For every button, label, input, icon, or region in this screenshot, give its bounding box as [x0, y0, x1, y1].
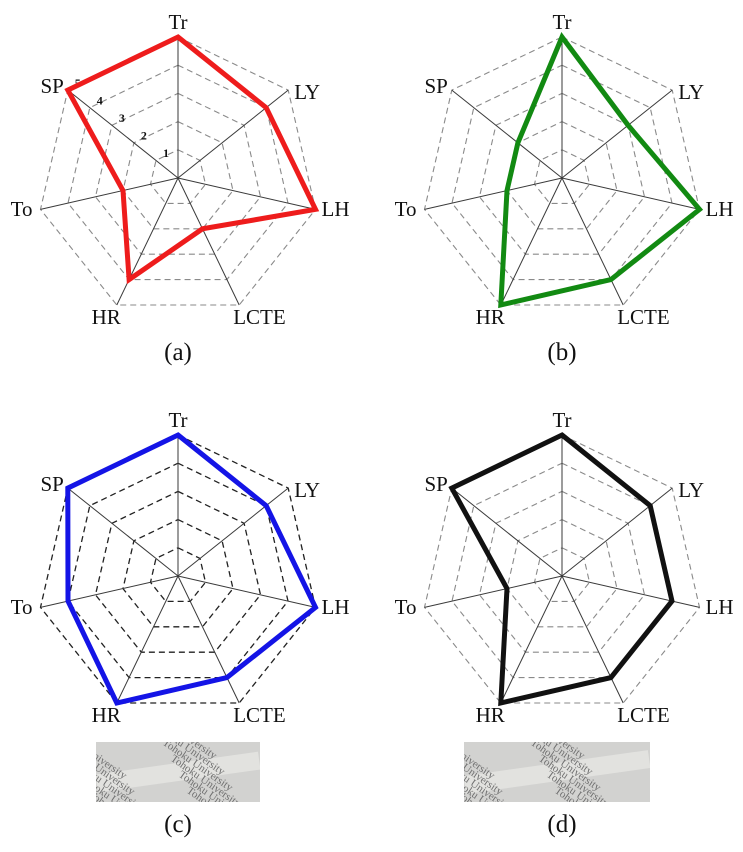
axis-spoke [561, 487, 673, 577]
axis-label-hr: HR [476, 305, 505, 329]
tick-label: 1 [163, 146, 169, 160]
axis-label-to: To [395, 595, 417, 619]
axis-label-lcte: LCTE [233, 703, 286, 727]
axis-spoke [177, 575, 316, 608]
grid-ring [533, 547, 591, 602]
grid-ring [149, 149, 207, 204]
axis-label-sp: SP [424, 74, 447, 98]
axis-label-lh: LH [706, 197, 734, 221]
axis-label-lcte: LCTE [617, 305, 670, 329]
panel-caption: (a) [164, 339, 192, 366]
axis-label-ly: LY [678, 478, 704, 502]
grid-ring [149, 547, 207, 603]
tick-label: 2 [141, 129, 147, 143]
axis-label-hr: HR [476, 703, 505, 727]
axis-spoke [177, 177, 316, 210]
axis-spoke [561, 177, 700, 210]
radar-panel: Tr LY LH LCTE HR To SP (b) [395, 10, 734, 366]
series-line [448, 432, 675, 707]
axis-spoke [40, 575, 179, 608]
axis-label-tr: Tr [168, 408, 187, 432]
axis-label-hr: HR [92, 703, 121, 727]
grid-ring [451, 64, 673, 281]
grid-ring [478, 490, 646, 653]
radar-panel: Tr LY LH LCTE HR To SP Tohoku University Tohoku … [11, 408, 350, 852]
axis-spoke [177, 89, 289, 179]
axis-spoke [67, 89, 179, 179]
photo-text: Tohoku University [462, 805, 537, 852]
axis-spoke [424, 575, 563, 608]
radar-panel: Tr LY LH LCTE HR To SP Tohoku University Tohoku … [395, 408, 734, 852]
series-line [64, 34, 320, 285]
axis-label-ly: LY [678, 80, 704, 104]
axis-label-lcte: LCTE [233, 305, 286, 329]
photo-sheen [464, 750, 650, 794]
grid-ring [533, 149, 591, 204]
axis-label-tr: Tr [168, 10, 187, 34]
axis-label-to: To [395, 197, 417, 221]
grid-ring [94, 92, 262, 255]
grid-ring [506, 518, 618, 628]
axis-label-hr: HR [92, 305, 121, 329]
axis-label-ly: LY [294, 478, 320, 502]
axis-spoke [116, 575, 179, 704]
axis-spoke [561, 177, 624, 306]
axis-label-to: To [11, 595, 33, 619]
axis-spoke [561, 575, 624, 704]
axis-spoke [451, 89, 563, 179]
axis-spoke [500, 575, 563, 704]
grid-ring [122, 120, 234, 230]
axis-label-sp: SP [40, 472, 63, 496]
panel-caption: (c) [164, 811, 192, 838]
tick-label: 3 [119, 111, 125, 125]
axis-label-tr: Tr [552, 408, 571, 432]
axis-label-tr: Tr [552, 10, 571, 34]
axis-label-to: To [11, 197, 33, 221]
axis-label-sp: SP [40, 74, 63, 98]
photo-sheen [96, 751, 260, 793]
photo-text: Tohoku University [94, 805, 169, 852]
axis-spoke [177, 575, 240, 704]
grid-ring [39, 36, 317, 306]
panel-caption: (d) [547, 811, 576, 838]
axis-spoke [40, 177, 179, 210]
axis-spoke [561, 89, 673, 179]
axis-label-ly: LY [294, 80, 320, 104]
axis-spoke [451, 487, 563, 577]
sample-photo: Tohoku University Tohoku UniversityTohoku… [94, 742, 260, 852]
axis-spoke [177, 487, 289, 577]
grid-ring [423, 36, 701, 306]
grid-ring [423, 434, 701, 704]
tick-label: 4 [97, 93, 103, 107]
axis-label-lh: LH [322, 197, 350, 221]
axis-spoke [177, 177, 240, 306]
axis-label-lcte: LCTE [617, 703, 670, 727]
axis-label-sp: SP [424, 472, 447, 496]
axis-spoke [561, 575, 700, 608]
sample-photo: Tohoku University Tohoku UniversityTohoku… [462, 742, 650, 852]
series-line [498, 31, 704, 309]
panel-caption: (b) [547, 339, 576, 366]
axis-spoke [424, 177, 563, 210]
grid-ring [478, 92, 646, 255]
axis-spoke [500, 177, 563, 306]
axis-label-lh: LH [706, 595, 734, 619]
grid-ring [122, 518, 234, 628]
axis-label-lh: LH [322, 595, 350, 619]
grid-ring [39, 434, 317, 704]
grid-ring [67, 462, 289, 679]
grid-ring [94, 490, 262, 653]
series-line [65, 432, 319, 706]
axis-spoke [67, 487, 179, 577]
